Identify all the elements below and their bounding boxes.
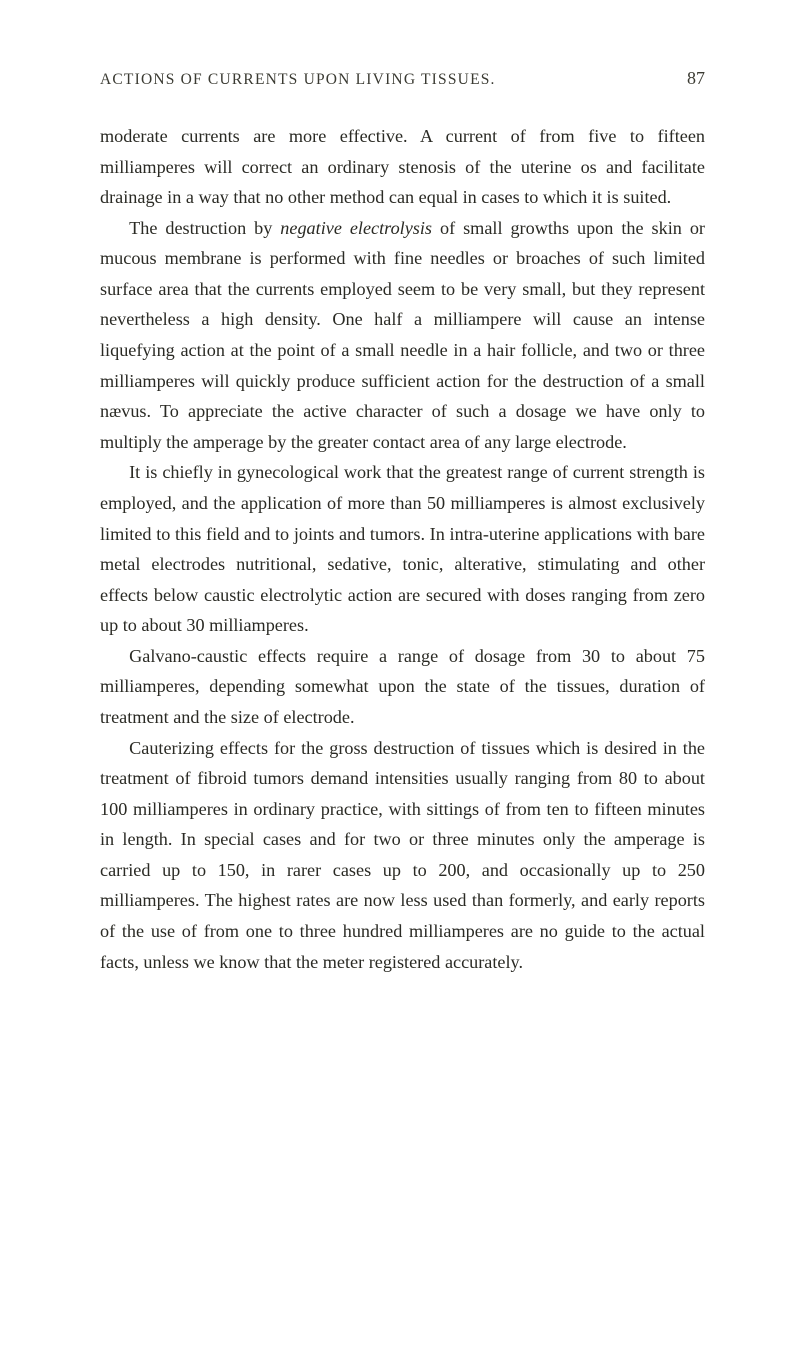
paragraph: The destruction by negative electrolysis… (100, 213, 705, 458)
body-text: moderate currents are more effective. A … (100, 121, 705, 977)
italic-phrase: negative electrolysis (280, 218, 432, 238)
paragraph: It is chiefly in gynecological work that… (100, 457, 705, 640)
text-run: The destruction by (129, 218, 280, 238)
paragraph: moderate currents are more effective. A … (100, 121, 705, 213)
paragraph: Galvano-caustic effects require a range … (100, 641, 705, 733)
page-header: ACTIONS OF CURRENTS UPON LIVING TISSUES.… (100, 68, 705, 89)
running-title: ACTIONS OF CURRENTS UPON LIVING TISSUES. (100, 71, 496, 89)
text-run: It is chiefly in gynecological work that… (100, 462, 705, 635)
text-run: Cauterizing effects for the gross destru… (100, 738, 705, 972)
paragraph: Cauterizing effects for the gross destru… (100, 733, 705, 978)
text-run: Galvano-caustic effects require a range … (100, 646, 705, 727)
text-run: of small growths upon the skin or mucous… (100, 218, 705, 452)
text-run: moderate currents are more effective. A … (100, 126, 705, 207)
page-number: 87 (687, 68, 705, 89)
